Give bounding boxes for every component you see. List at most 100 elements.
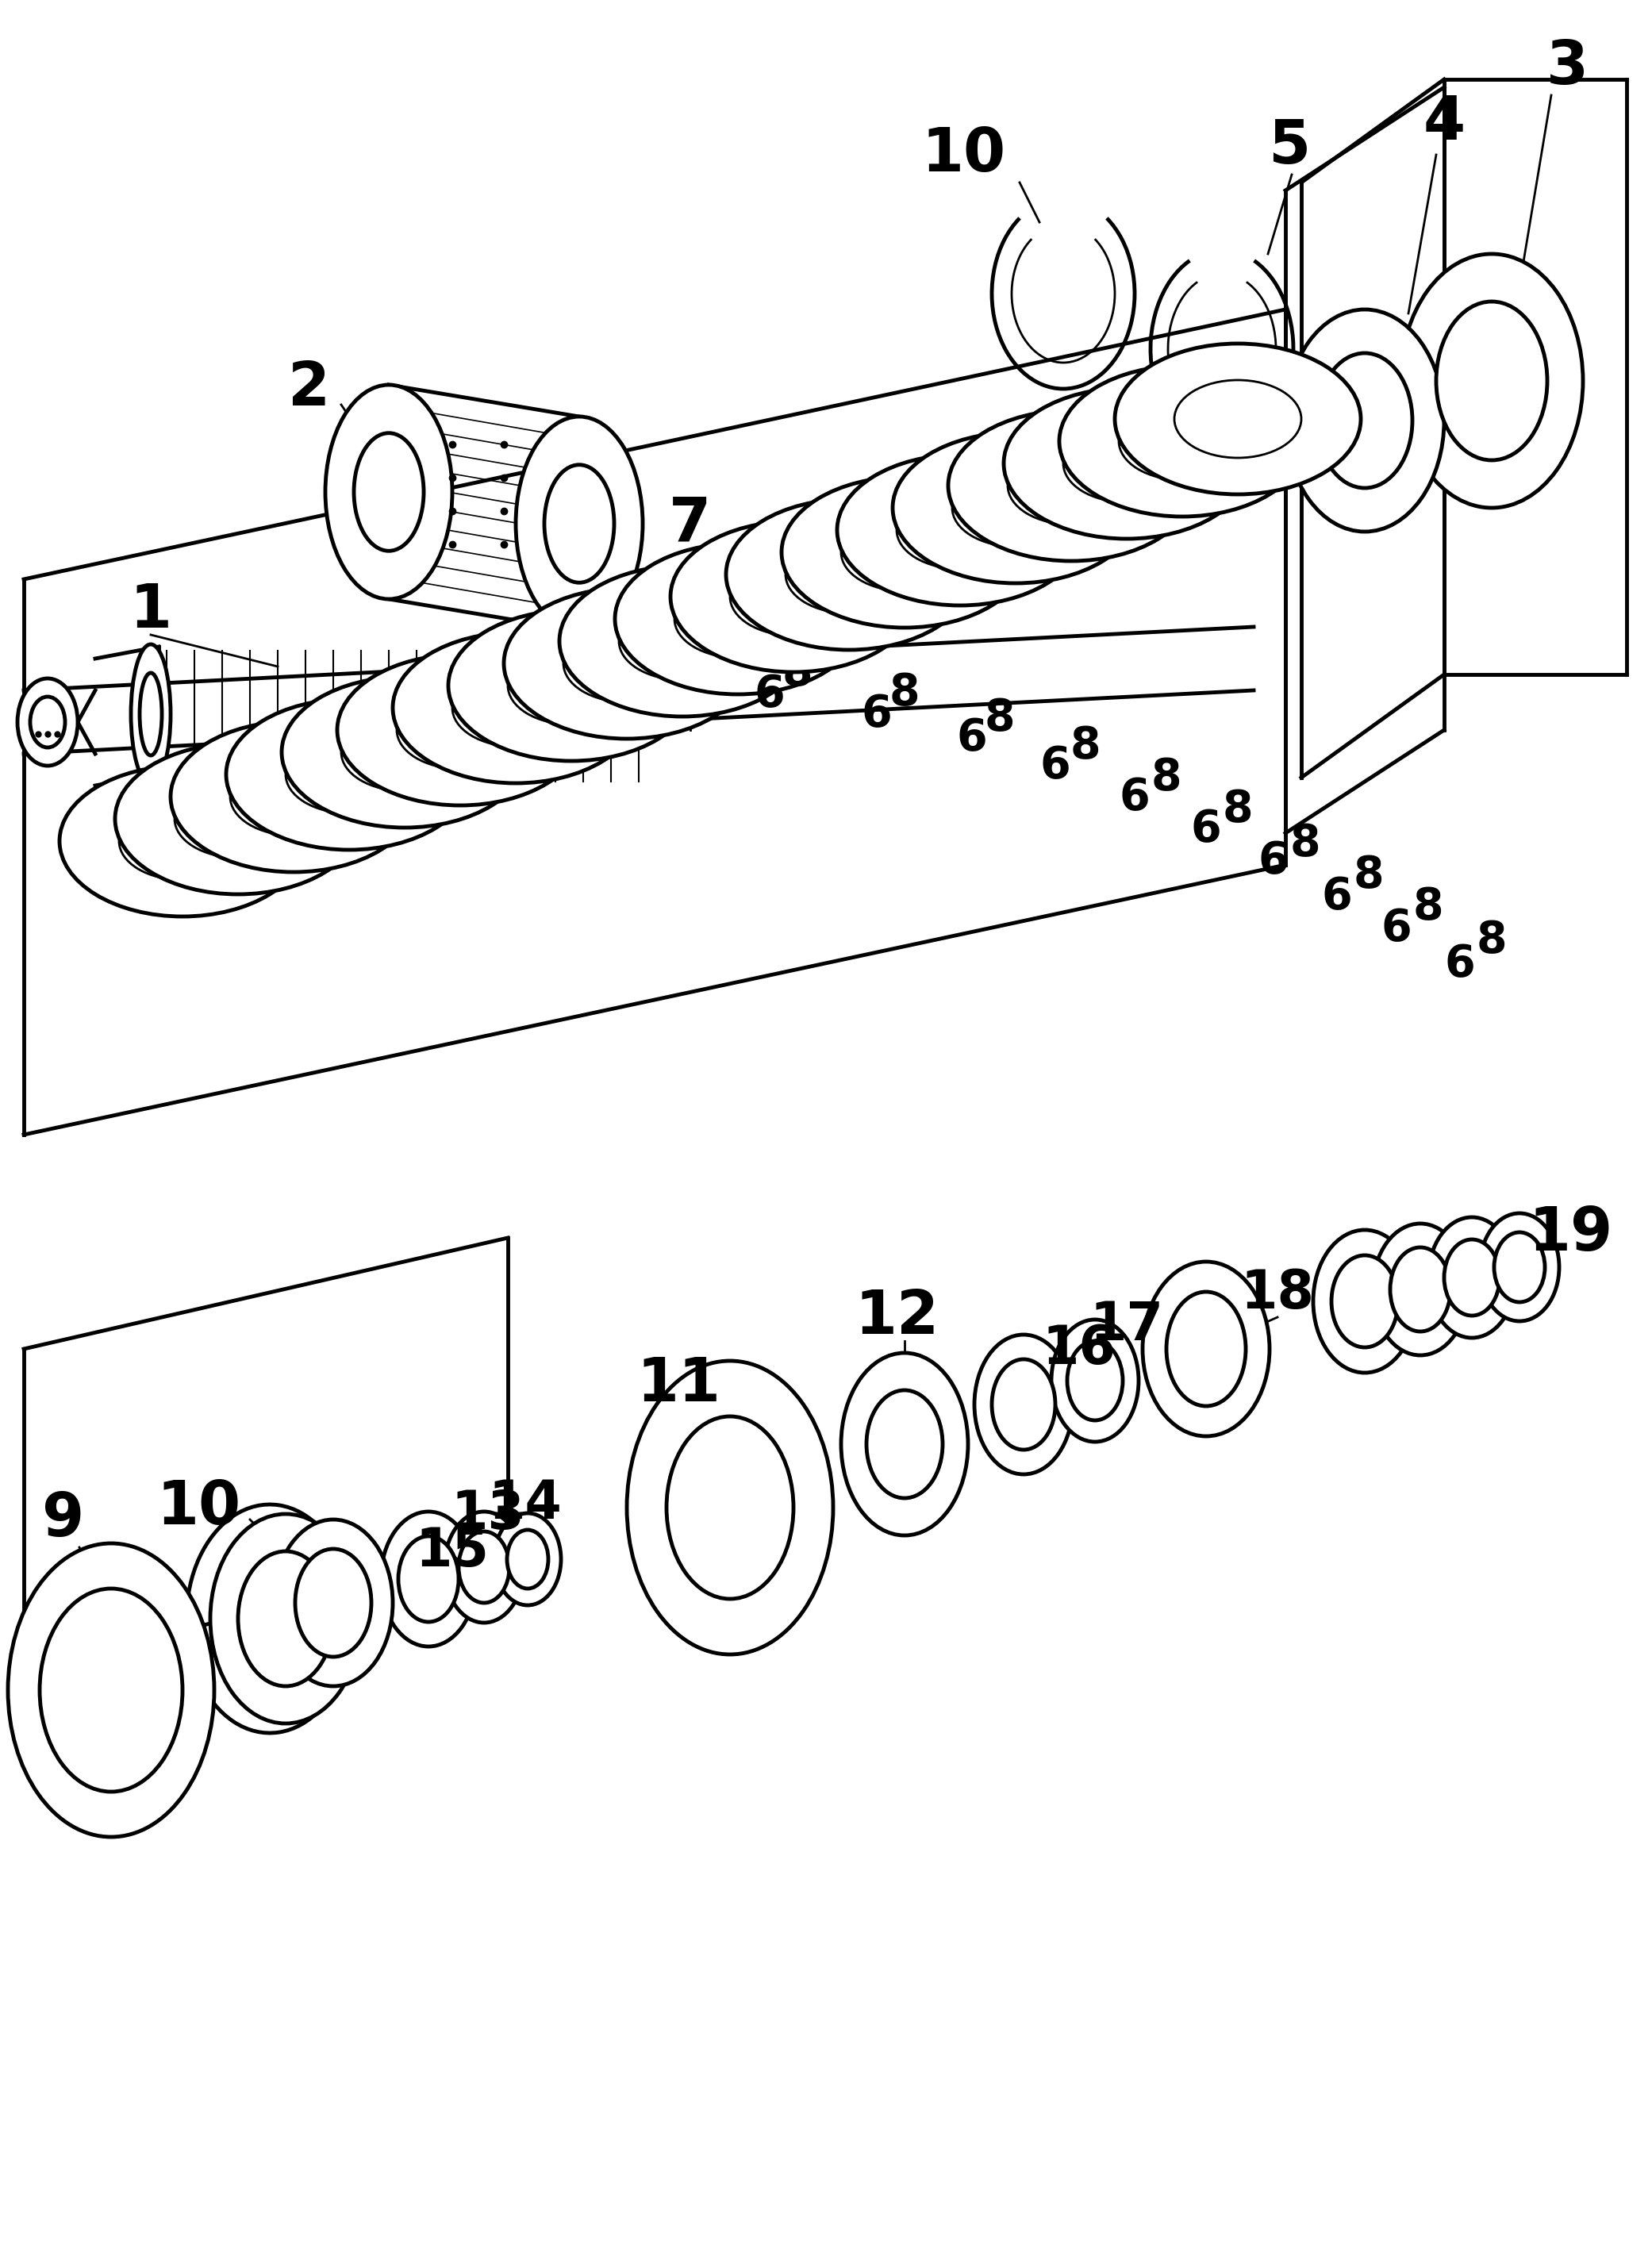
Ellipse shape [892,433,1138,583]
Ellipse shape [170,720,416,873]
Ellipse shape [560,565,806,716]
Text: 19: 19 [1528,1205,1614,1263]
Text: 10: 10 [922,126,1006,184]
Text: 8: 8 [1353,853,1384,898]
Text: 8: 8 [889,671,920,714]
Ellipse shape [1008,447,1135,525]
Text: 6: 6 [755,673,785,716]
Ellipse shape [1313,1230,1416,1373]
Ellipse shape [781,478,1028,628]
Ellipse shape [866,1391,943,1499]
Text: 6: 6 [957,716,988,758]
Text: 2: 2 [289,359,330,417]
Text: 5: 5 [1269,117,1310,177]
Ellipse shape [230,758,357,835]
Text: 1: 1 [131,581,172,640]
Ellipse shape [786,536,912,613]
Ellipse shape [563,624,691,702]
Ellipse shape [40,1589,182,1791]
Ellipse shape [459,1530,509,1602]
Ellipse shape [337,655,583,806]
Ellipse shape [175,781,302,857]
Ellipse shape [238,1551,334,1685]
Text: 6: 6 [1322,875,1353,918]
Ellipse shape [666,1416,793,1600]
Text: 8: 8 [1412,886,1444,929]
Ellipse shape [131,644,170,783]
Ellipse shape [1285,310,1444,532]
Ellipse shape [119,801,246,880]
Ellipse shape [948,411,1194,561]
Ellipse shape [382,1512,476,1647]
Ellipse shape [282,678,527,828]
Ellipse shape [226,700,472,850]
Ellipse shape [1493,1232,1545,1302]
Ellipse shape [730,559,857,635]
Text: 16: 16 [1042,1322,1117,1376]
Ellipse shape [444,1512,524,1622]
Ellipse shape [1389,1248,1450,1331]
Text: 4: 4 [1422,94,1465,153]
Text: 11: 11 [636,1355,720,1414]
Ellipse shape [1401,254,1583,507]
Text: 18: 18 [1241,1268,1315,1319]
Ellipse shape [8,1544,215,1838]
Text: 14: 14 [489,1477,562,1530]
Ellipse shape [1444,1239,1500,1315]
Ellipse shape [396,691,524,770]
Ellipse shape [342,714,468,792]
Text: 6: 6 [1381,907,1412,949]
Ellipse shape [504,588,750,738]
Text: 8: 8 [1151,756,1181,799]
Ellipse shape [1064,424,1189,503]
Ellipse shape [494,1512,562,1604]
Ellipse shape [18,678,78,765]
Ellipse shape [1373,1223,1469,1355]
Text: 10: 10 [157,1479,241,1537]
Ellipse shape [1166,1293,1246,1407]
Ellipse shape [1115,343,1361,494]
Ellipse shape [620,601,745,680]
Ellipse shape [286,736,413,812]
Ellipse shape [671,521,917,673]
Ellipse shape [354,433,423,550]
Ellipse shape [448,610,694,761]
Ellipse shape [841,514,968,590]
Ellipse shape [393,633,639,783]
Text: 15: 15 [415,1526,489,1578]
Ellipse shape [1051,1319,1138,1443]
Ellipse shape [897,491,1024,570]
Text: 6: 6 [1041,745,1070,788]
Ellipse shape [1004,388,1249,539]
Text: 8: 8 [1222,788,1254,830]
Ellipse shape [140,673,162,756]
Ellipse shape [626,1360,833,1654]
Text: 7: 7 [669,494,712,552]
Ellipse shape [507,646,634,725]
Text: 8: 8 [985,696,1014,741]
Text: 9: 9 [43,1490,84,1548]
Ellipse shape [398,1537,459,1622]
Ellipse shape [1317,352,1412,487]
Text: 6: 6 [1259,839,1289,882]
Ellipse shape [30,696,64,747]
Ellipse shape [1175,379,1302,458]
Text: 6: 6 [1120,776,1150,819]
Ellipse shape [59,765,306,916]
Ellipse shape [116,743,362,895]
Text: 6: 6 [1191,808,1221,850]
Text: 12: 12 [854,1288,938,1346]
Ellipse shape [1059,366,1305,516]
Text: 6: 6 [861,693,892,736]
Ellipse shape [615,543,861,693]
Ellipse shape [725,498,971,651]
Ellipse shape [1429,1216,1515,1337]
Ellipse shape [991,1360,1056,1450]
Text: 8: 8 [781,651,813,693]
Text: 13: 13 [451,1488,525,1539]
Ellipse shape [453,669,580,747]
Ellipse shape [296,1548,372,1656]
Ellipse shape [838,456,1084,606]
Ellipse shape [507,1530,548,1589]
Ellipse shape [975,1335,1072,1474]
